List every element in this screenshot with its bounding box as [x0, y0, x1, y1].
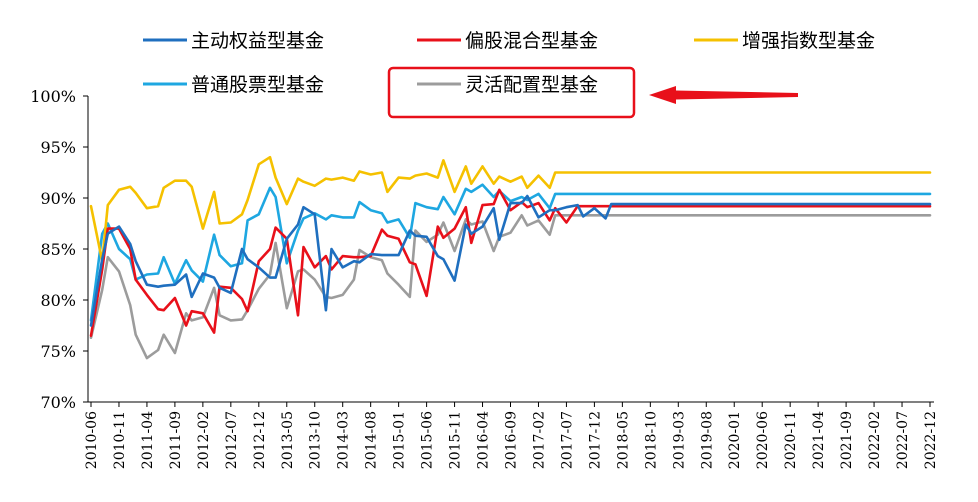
x-tick-label: 2017-07	[559, 411, 575, 469]
x-tick-label: 2021-04	[811, 411, 827, 469]
annotation	[387, 66, 798, 119]
x-tick-label: 2020-11	[783, 411, 799, 469]
x-tick-label: 2014-08	[364, 411, 380, 469]
legend-label: 增强指数型基金	[742, 30, 875, 52]
y-tick-label: 75%	[40, 342, 76, 361]
x-tick-label: 2016-04	[476, 411, 492, 469]
x-tick-label: 2016-09	[504, 411, 520, 469]
y-tick-label: 95%	[40, 138, 76, 157]
legend-label: 主动权益型基金	[191, 30, 324, 52]
x-tick-label: 2013-05	[280, 411, 296, 469]
x-tick-label: 2020-06	[755, 411, 771, 469]
x-tick-label: 2017-12	[587, 411, 603, 469]
y-tick-label: 80%	[40, 291, 76, 310]
legend-label: 偏股混合型基金	[465, 30, 598, 52]
x-tick-label: 2015-01	[392, 411, 408, 469]
highlight-arrow	[649, 86, 798, 104]
legend-label: 灵活配置型基金	[465, 74, 598, 96]
axes: 70% 75% 80% 85% 90% 95% 100% 2010-06 2010-11 2011…	[30, 87, 939, 469]
x-tick-label: 2012-07	[224, 411, 240, 469]
x-tick-label: 2011-09	[168, 411, 184, 469]
x-tick-label: 2012-02	[196, 411, 212, 469]
series-line-1	[89, 194, 932, 327]
x-tick-label: 2022-12	[923, 411, 939, 469]
x-tick-label: 2018-05	[615, 411, 631, 469]
x-tick-label: 2015-06	[420, 411, 436, 469]
x-tick-label: 2013-10	[308, 411, 324, 469]
x-tick-label: 2017-02	[531, 411, 547, 469]
x-tick-label: 2021-09	[839, 411, 855, 469]
x-tick-label: 2022-02	[867, 411, 883, 469]
series-line-3	[89, 155, 932, 263]
y-tick-label: 85%	[40, 240, 76, 259]
series-line-5	[89, 214, 932, 360]
x-tick-label: 2011-04	[140, 411, 156, 469]
y-tick-label: 70%	[40, 393, 76, 412]
x-tick-label: 2010-06	[84, 411, 100, 469]
x-tick-label: 2018-10	[643, 411, 659, 469]
x-tick-label: 2020-01	[727, 411, 743, 469]
x-tick-label: 2019-03	[671, 411, 687, 469]
x-tick-label: 2019-08	[699, 411, 715, 469]
x-tick-label: 2014-03	[336, 411, 352, 469]
legend-label: 普通股票型基金	[191, 74, 324, 96]
x-tick-label: 2022-07	[895, 411, 911, 469]
x-tick-label: 2010-11	[112, 411, 128, 469]
y-tick-label: 100%	[30, 87, 76, 106]
x-tick-label: 2012-12	[252, 411, 268, 469]
series-line-4	[89, 183, 932, 322]
x-tick-label: 2015-11	[448, 411, 464, 469]
series-lines	[89, 155, 932, 360]
highlight-box	[387, 66, 636, 119]
y-tick-label: 90%	[40, 189, 76, 208]
